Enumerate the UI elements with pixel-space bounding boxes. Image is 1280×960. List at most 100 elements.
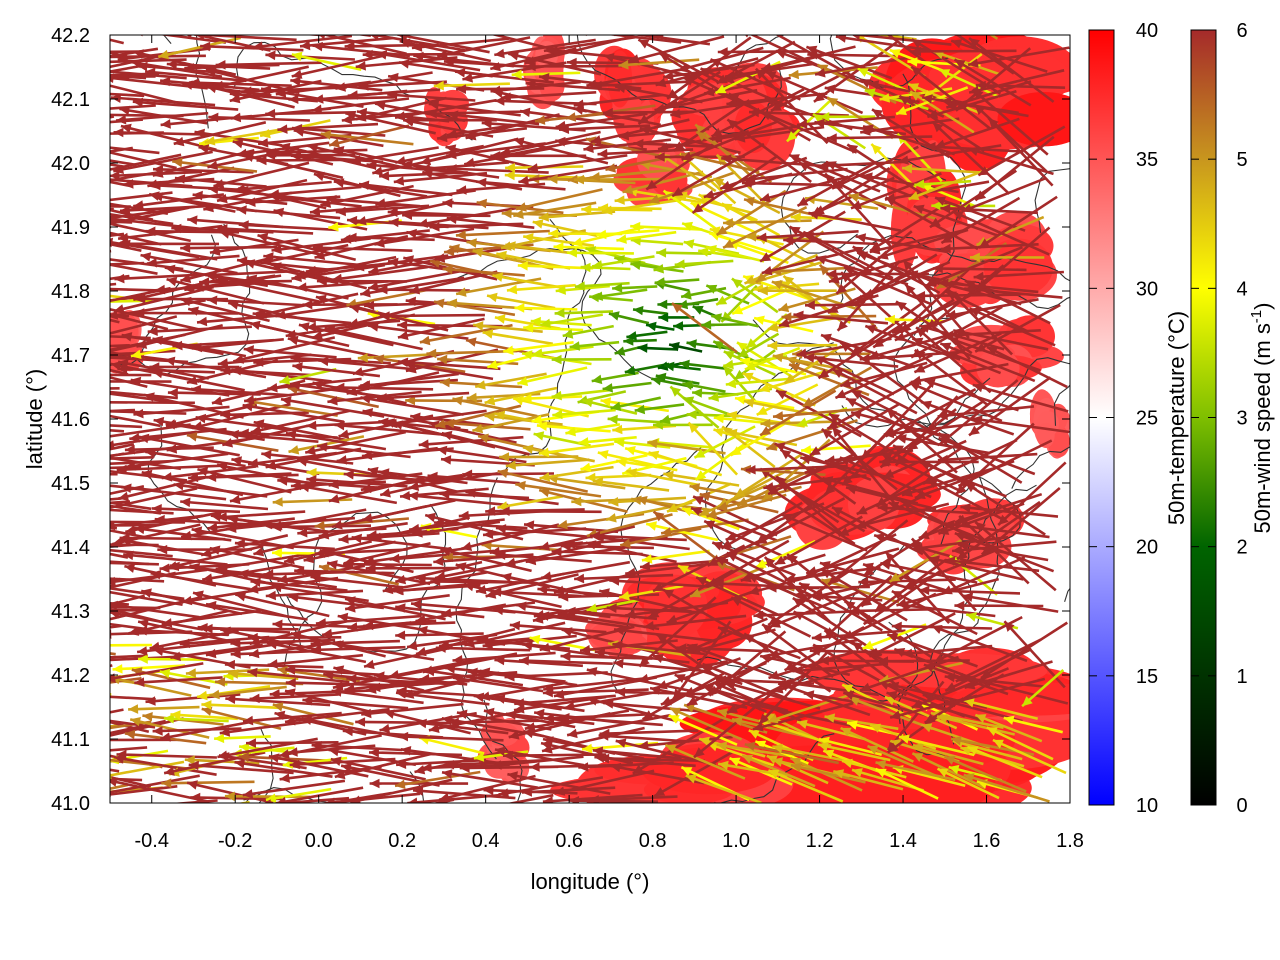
wind-vector <box>149 629 239 652</box>
wind-vector <box>964 284 1063 299</box>
wind-vector <box>454 68 554 84</box>
wind-vector <box>523 323 584 333</box>
wind-vector <box>170 643 263 662</box>
contour-line <box>841 405 1022 544</box>
wind-vector <box>989 35 999 40</box>
wind-vector <box>594 648 690 664</box>
wind-vector <box>110 508 174 515</box>
wind-vector <box>132 97 239 111</box>
wind-vector <box>902 644 993 659</box>
wind-vector <box>219 720 311 737</box>
wind-vector <box>957 439 1053 488</box>
wind-vector <box>744 346 801 371</box>
wind-vector <box>939 342 1036 383</box>
colorbar-tick-label: 2 <box>1236 537 1247 559</box>
wind-vector <box>615 687 714 697</box>
wind-vector <box>110 459 172 465</box>
wind-vector <box>110 202 169 215</box>
wind-vector <box>759 389 837 437</box>
wind-vector <box>759 210 846 263</box>
contour-line <box>1011 445 1070 489</box>
wind-vector <box>517 366 588 386</box>
wind-vector <box>613 625 715 643</box>
wind-vector <box>369 778 469 789</box>
wind-vector <box>920 400 1015 436</box>
wind-vector <box>485 573 579 599</box>
wind-vector <box>941 556 1026 595</box>
wind-vector <box>442 264 525 277</box>
wind-vector <box>685 774 762 803</box>
x-tick-label: -0.2 <box>218 830 252 852</box>
contour-line <box>1034 168 1070 233</box>
wind-vector <box>891 621 993 632</box>
wind-vector <box>302 35 322 37</box>
wind-vector <box>986 345 1068 389</box>
wind-vector <box>110 115 115 119</box>
wind-vector <box>166 276 265 305</box>
wind-vector <box>110 526 118 530</box>
wind-vector <box>119 204 216 215</box>
wind-vector <box>334 382 434 393</box>
wind-vector <box>592 746 682 760</box>
wind-vector <box>137 619 236 644</box>
wind-vector <box>216 178 308 204</box>
wind-vector <box>573 93 663 109</box>
wind-vector <box>574 573 674 584</box>
wind-vector <box>500 130 601 157</box>
colorbar-tick-label: 10 <box>1136 795 1158 817</box>
wind-vector <box>394 98 497 121</box>
wind-vector <box>446 214 535 229</box>
wind-vector <box>745 313 788 350</box>
wind-vector <box>403 115 497 125</box>
wind-vector <box>355 35 371 37</box>
wind-vector <box>328 476 426 504</box>
wind-vector <box>166 544 264 571</box>
wind-vector <box>525 79 621 92</box>
wind-vector <box>145 693 241 706</box>
wind-vector <box>110 205 131 208</box>
wind-vector <box>682 380 726 393</box>
wind-vector <box>201 700 282 710</box>
wind-vector <box>868 331 958 360</box>
wind-vector <box>936 714 1015 736</box>
wind-vector <box>562 324 614 339</box>
wind-vector <box>110 208 154 221</box>
wind-vector <box>715 189 787 237</box>
wind-vector <box>831 145 919 190</box>
wind-vector <box>320 130 414 146</box>
wind-vector <box>569 340 620 351</box>
wind-vector <box>110 207 114 211</box>
wind-vector <box>922 438 1018 485</box>
wind-vector <box>121 332 224 356</box>
wind-title-main: 50m-wind speed (m s <box>1250 323 1275 533</box>
contour-line <box>829 35 949 88</box>
wind-vector <box>110 178 193 188</box>
wind-vector <box>110 600 200 619</box>
wind-vector <box>134 308 239 318</box>
wind-vector <box>201 706 282 730</box>
wind-vector <box>955 35 1015 75</box>
wind-vector <box>134 676 223 687</box>
wind-vector <box>963 698 1039 721</box>
wind-vector <box>900 267 971 334</box>
wind-vector <box>928 555 1024 581</box>
wind-vector <box>574 281 630 291</box>
wind-vector <box>877 228 969 260</box>
wind-vector <box>515 480 602 498</box>
wind-vector <box>731 277 779 314</box>
wind-vector <box>800 455 889 479</box>
wind-vector <box>312 380 407 405</box>
wind-vector <box>189 78 292 88</box>
wind-vector <box>975 80 1066 91</box>
wind-vector <box>180 255 276 283</box>
wind-vector <box>912 535 1009 553</box>
wind-vector <box>302 695 409 710</box>
wind-vector <box>133 49 237 76</box>
wind-vector <box>671 302 738 354</box>
wind-vector <box>835 230 913 295</box>
wind-vector <box>666 588 759 624</box>
x-tick-label: 1.0 <box>722 830 750 852</box>
colorbar-tick-label: 3 <box>1236 408 1247 430</box>
wind-vector <box>396 758 487 769</box>
wind-vector <box>605 151 696 173</box>
